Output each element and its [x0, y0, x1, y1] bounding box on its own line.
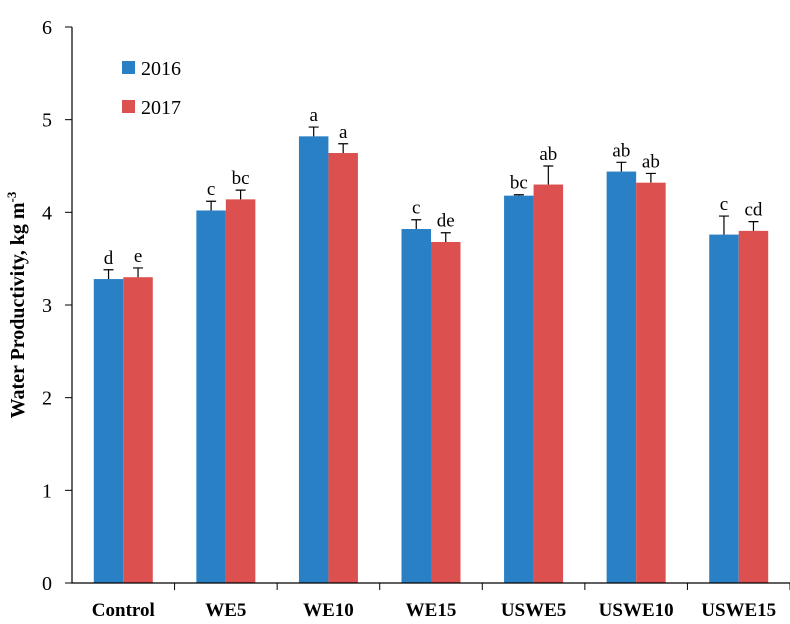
error-bar	[308, 126, 319, 137]
y-axis-label-text: Water Productivity, kg m	[7, 202, 29, 418]
error-bar	[543, 165, 554, 185]
bar	[401, 229, 431, 583]
x-tick-label: USWE15	[701, 600, 776, 621]
error-bar	[411, 219, 422, 230]
y-axis-label: Water Productivity, kg m-3	[4, 191, 29, 418]
bar	[709, 234, 739, 583]
x-tick-label: WE5	[205, 600, 246, 621]
significance-letter: ab	[642, 151, 660, 172]
bar	[431, 241, 461, 583]
significance-letter: c	[207, 179, 215, 200]
x-tick-label: USWE5	[501, 600, 566, 621]
bar	[298, 136, 329, 583]
y-axis-label-sup: -3	[4, 191, 19, 202]
significance-letter: de	[437, 211, 455, 232]
significance-letter: ab	[539, 144, 557, 165]
significance-letter: bc	[510, 173, 528, 194]
error-bar	[513, 194, 524, 196]
x-tick-label: USWE10	[599, 600, 674, 621]
y-tick-label: 3	[42, 295, 52, 317]
y-tick-label: 1	[42, 480, 52, 502]
error-bar	[440, 232, 451, 242]
bar	[636, 182, 666, 583]
bar	[328, 153, 358, 583]
y-tick-label: 0	[42, 573, 52, 595]
x-tick-label: Control	[92, 600, 155, 621]
axes	[71, 27, 790, 584]
x-tick-label: WE15	[406, 600, 457, 621]
error-bar	[235, 189, 246, 200]
significance-letter: ab	[612, 140, 630, 161]
error-bar	[748, 221, 759, 231]
error-bar	[616, 161, 627, 172]
error-bar	[645, 172, 656, 183]
error-bar	[718, 215, 729, 235]
significance-letter: cd	[744, 200, 762, 221]
bar	[93, 279, 124, 583]
y-tick-label: 5	[42, 110, 52, 132]
error-bar	[103, 269, 114, 280]
bar	[738, 230, 769, 583]
legend-swatch	[122, 100, 135, 113]
significance-letter: a	[309, 105, 318, 126]
bar	[225, 199, 256, 584]
bar	[123, 277, 153, 583]
significance-letter: e	[134, 246, 142, 267]
legend-swatch	[122, 61, 135, 74]
error-bar	[338, 143, 349, 154]
x-tick-label: WE10	[303, 600, 354, 621]
significance-letter: c	[720, 194, 728, 215]
significance-letter: c	[412, 198, 420, 219]
legend-label: 2016	[141, 58, 181, 80]
significance-letter: bc	[232, 168, 250, 189]
y-tick-label: 6	[42, 17, 52, 39]
bar	[504, 195, 534, 584]
significance-letter: d	[104, 248, 114, 269]
significance-letter: a	[339, 122, 348, 143]
error-bar	[206, 200, 217, 211]
error-bar	[133, 267, 144, 278]
bar	[606, 171, 637, 583]
y-tick-label: 2	[42, 388, 52, 410]
y-tick-label: 4	[42, 202, 52, 224]
bar	[196, 210, 226, 584]
bar	[533, 184, 564, 584]
legend-label: 2017	[141, 97, 181, 119]
